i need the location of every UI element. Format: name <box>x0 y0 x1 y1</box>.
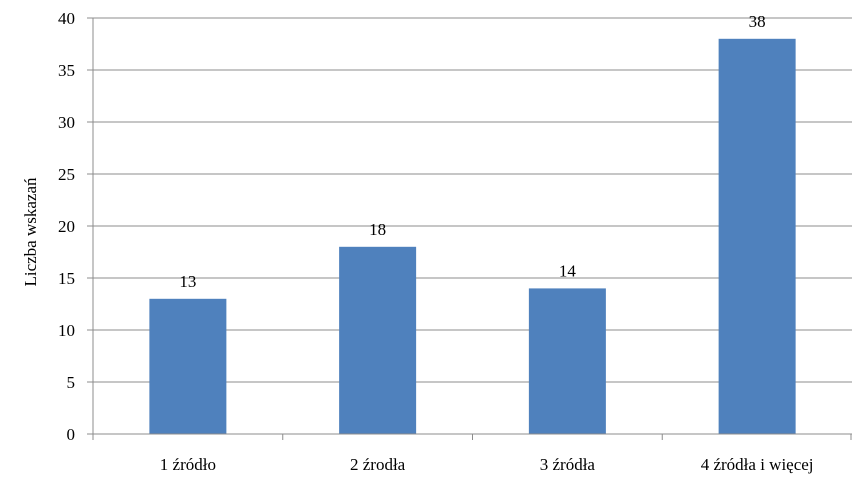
data-label: 13 <box>179 272 196 291</box>
x-tick-label: 3 źródła <box>540 455 596 474</box>
x-tick-label: 1 źródło <box>160 455 216 474</box>
x-axis-ticks: 1 źródło 2 źrodła 3 źródła 4 źródła i więce… <box>93 434 851 474</box>
data-label: 38 <box>749 12 766 31</box>
data-label: 18 <box>369 220 386 239</box>
x-tick-label: 4 źródła i więcej <box>701 455 814 474</box>
y-axis-title: Liczba wskazań <box>21 177 40 287</box>
bar <box>529 288 606 434</box>
y-tick-label: 40 <box>58 9 75 28</box>
y-tick-label: 5 <box>67 373 76 392</box>
y-tick-label: 35 <box>58 61 75 80</box>
data-label: 14 <box>559 261 577 280</box>
x-tick-label: 2 źrodła <box>350 455 406 474</box>
y-axis-ticks: 0 5 10 15 20 25 30 35 40 <box>58 9 93 444</box>
bar <box>149 299 226 434</box>
y-tick-label: 25 <box>58 165 75 184</box>
data-labels: 13 18 14 38 <box>179 12 765 291</box>
y-tick-label: 15 <box>58 269 75 288</box>
y-tick-label: 0 <box>67 425 76 444</box>
y-tick-label: 20 <box>58 217 75 236</box>
y-tick-label: 30 <box>58 113 75 132</box>
bar <box>339 247 416 434</box>
bars <box>149 39 795 434</box>
bar <box>719 39 796 434</box>
y-tick-label: 10 <box>58 321 75 340</box>
